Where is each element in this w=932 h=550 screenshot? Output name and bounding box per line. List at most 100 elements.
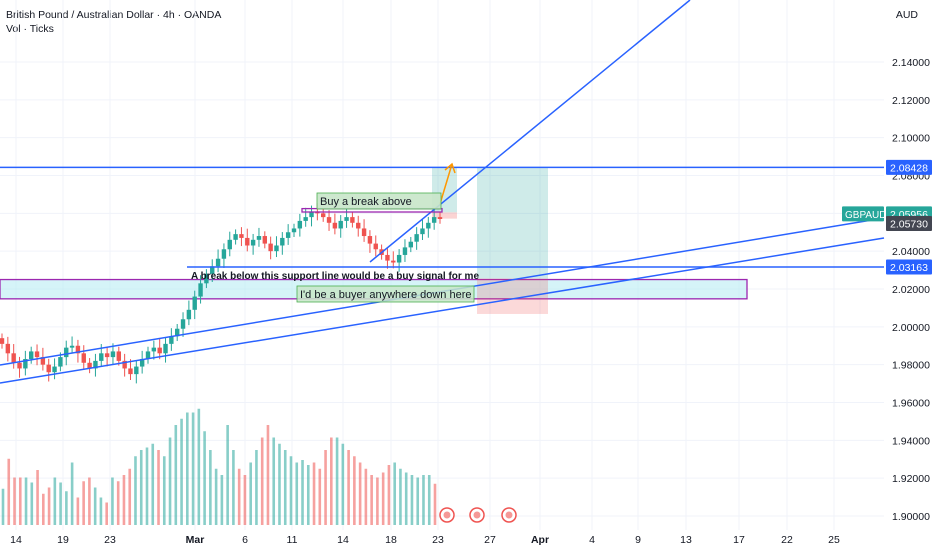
symbol-badge-label: GBPAUD <box>845 210 887 221</box>
candle-body <box>280 237 285 246</box>
position-loss-zone[interactable] <box>477 278 548 314</box>
volume-bar <box>24 477 28 525</box>
candle-body <box>274 245 279 252</box>
volume-bar <box>214 468 218 525</box>
volume-bar <box>364 468 368 525</box>
volume-bar <box>433 483 437 525</box>
candle-body <box>46 364 51 373</box>
y-tick-label: 2.10000 <box>892 133 930 145</box>
mini-loss-zone[interactable] <box>432 212 457 219</box>
x-tick-label: Apr <box>531 534 549 546</box>
x-tick-label: 23 <box>104 534 116 546</box>
candle-body <box>227 239 232 250</box>
volume-bar <box>335 437 339 525</box>
candle-body <box>297 220 303 229</box>
candle-body <box>163 343 168 354</box>
volume-bar <box>330 437 333 525</box>
x-tick-label: 4 <box>589 534 595 546</box>
volume-bar <box>111 477 114 525</box>
volume-bar <box>65 491 68 525</box>
candle-body <box>262 236 267 244</box>
annotation-buy-break: Buy a break above <box>320 196 412 208</box>
candle-body <box>29 351 34 359</box>
candle-body <box>431 217 437 223</box>
volume-bar <box>393 462 396 525</box>
volume-bar <box>59 482 62 525</box>
y-tick-label: 2.02000 <box>892 284 930 296</box>
price-badge-resistance <box>886 159 932 175</box>
annotation-buy-break-box[interactable] <box>316 192 442 210</box>
candle-body <box>204 273 209 284</box>
volume-bar <box>7 458 11 525</box>
volume-bar <box>93 487 97 525</box>
volume-bar <box>266 425 270 525</box>
x-tick-label: 9 <box>635 534 641 546</box>
volume-bar <box>376 477 379 525</box>
x-tick-label: 17 <box>733 534 745 546</box>
volume-bar <box>381 472 385 525</box>
candle-body <box>291 228 297 233</box>
volume-bar <box>260 437 264 525</box>
rising-channel-lower-line[interactable] <box>0 237 885 384</box>
candle-body <box>52 366 57 373</box>
candle-body <box>256 236 262 240</box>
volume-bar <box>13 477 16 525</box>
volume-bar <box>53 477 57 525</box>
volume-bar <box>197 408 201 525</box>
candle-body <box>385 254 390 261</box>
volume-bar <box>387 465 391 525</box>
candle-body <box>128 368 133 375</box>
candle-body <box>151 347 157 352</box>
volume-bar <box>353 456 356 525</box>
volume-bar <box>18 477 22 525</box>
volume-bar <box>99 497 103 525</box>
candle-body <box>198 283 203 297</box>
candle-body <box>367 236 373 244</box>
event-marker-dot <box>443 511 451 519</box>
candle-body <box>5 343 11 354</box>
x-tick-label: 11 <box>287 534 298 546</box>
y-tick-label: 1.90000 <box>892 511 930 523</box>
volume-bar <box>70 462 74 525</box>
x-tick-label: 14 <box>10 534 22 546</box>
y-tick-label: 2.14000 <box>892 57 930 69</box>
event-marker-dot <box>505 511 513 519</box>
position-profit-zone[interactable] <box>477 167 548 279</box>
volume-bar <box>220 475 224 525</box>
candle-body <box>420 228 425 235</box>
candle-body <box>180 319 186 329</box>
volume-bar <box>410 475 414 525</box>
volume-bar <box>358 462 362 525</box>
volume-bar <box>174 425 178 525</box>
annotation-buyer-box[interactable] <box>296 285 475 303</box>
breakout-arrow[interactable] <box>439 163 453 205</box>
x-tick-label: 18 <box>385 534 397 546</box>
volume-bar <box>88 477 91 525</box>
volume-bar <box>209 450 212 525</box>
steep-trend-line[interactable] <box>369 0 691 263</box>
y-tick-label: 1.94000 <box>892 435 930 447</box>
x-tick-label: 6 <box>242 534 248 546</box>
candle-body <box>285 232 291 238</box>
x-tick-label: 13 <box>680 534 692 546</box>
annotation-support-break: A break below this support line would be… <box>191 271 479 282</box>
candle-body <box>396 254 402 263</box>
volume-bar <box>301 460 304 525</box>
candle-body <box>402 247 408 255</box>
candle-body <box>23 358 28 369</box>
volume-bar <box>272 437 276 525</box>
volume-bar <box>151 443 155 525</box>
volume-bar <box>347 450 350 525</box>
candle-body <box>75 345 81 354</box>
candle-body <box>169 336 174 344</box>
price-badge-label-resistance: 2.08428 <box>890 162 928 174</box>
volume-bar <box>289 456 293 525</box>
volume-bar <box>180 418 183 525</box>
candle-body <box>245 237 250 246</box>
volume-bar <box>42 493 45 525</box>
candle-body <box>303 217 308 221</box>
volume-bar <box>157 450 160 525</box>
volume-bar <box>243 475 247 525</box>
